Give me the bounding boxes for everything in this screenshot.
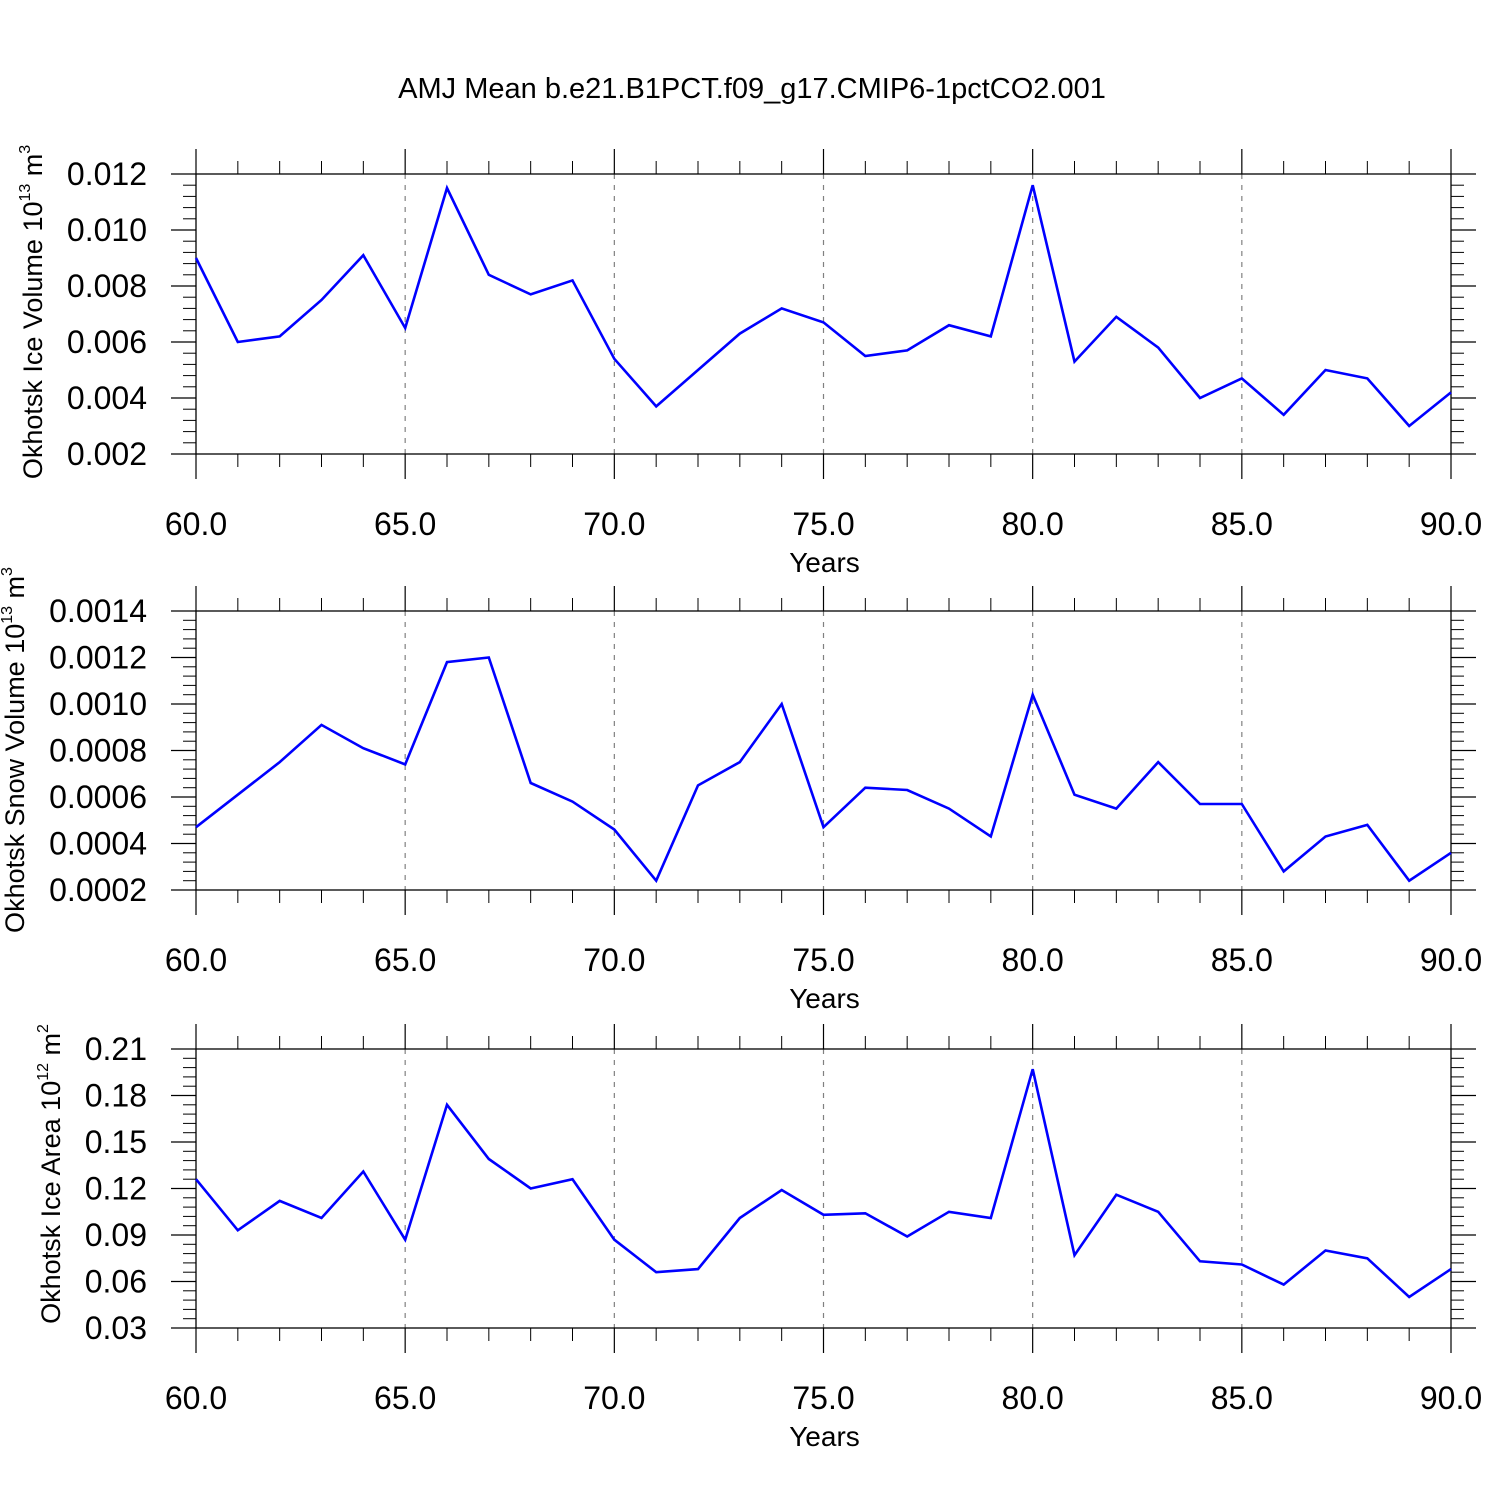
y-tick-label: 0.0012 bbox=[49, 640, 147, 676]
x-tick-label: 65.0 bbox=[374, 1380, 436, 1416]
y-tick-label: 0.0014 bbox=[49, 593, 147, 629]
x-tick-label: 60.0 bbox=[165, 942, 227, 978]
y-tick-label: 0.0004 bbox=[49, 826, 147, 862]
plot-frame bbox=[195, 173, 1452, 455]
y-tick-label: 0.010 bbox=[67, 212, 147, 248]
y-tick-label: 0.0010 bbox=[49, 686, 147, 722]
x-tick-label: 65.0 bbox=[374, 506, 436, 542]
y-tick-label: 0.21 bbox=[85, 1031, 147, 1067]
x-axis-label: Years bbox=[789, 547, 860, 578]
y-tick-label: 0.12 bbox=[85, 1171, 147, 1207]
y-tick-label: 0.002 bbox=[67, 436, 147, 472]
x-tick-label: 80.0 bbox=[1002, 506, 1064, 542]
x-axis-label: Years bbox=[789, 1421, 860, 1452]
x-tick-label: 85.0 bbox=[1211, 942, 1273, 978]
x-tick-label: 90.0 bbox=[1420, 1380, 1482, 1416]
x-tick-label: 90.0 bbox=[1420, 506, 1482, 542]
y-tick-label: 0.0006 bbox=[49, 779, 147, 815]
x-axis-label: Years bbox=[789, 983, 860, 1014]
chart-panel-2: 60.0 65.0 70.0 75.0 80.0 85.0 90.0 0.0002 0.0004… bbox=[0, 567, 1482, 1014]
x-tick-label: 75.0 bbox=[792, 942, 854, 978]
plot-frame bbox=[195, 1048, 1452, 1329]
series-line bbox=[195, 656, 1452, 884]
y-tick-label: 0.006 bbox=[67, 324, 147, 360]
x-tick-label: 80.0 bbox=[1002, 1380, 1064, 1416]
x-tick-label: 60.0 bbox=[165, 506, 227, 542]
y-tick-label: 0.18 bbox=[85, 1078, 147, 1114]
y-tick-label: 0.004 bbox=[67, 380, 147, 416]
y-tick-label: 0.0008 bbox=[49, 733, 147, 769]
figure-title: AMJ Mean b.e21.B1PCT.f09_g17.CMIP6-1pctC… bbox=[398, 73, 1106, 105]
plot-frame bbox=[195, 610, 1452, 891]
x-tick-label: 70.0 bbox=[583, 1380, 645, 1416]
x-tick-label: 60.0 bbox=[165, 1380, 227, 1416]
y-tick-label: 0.03 bbox=[85, 1310, 147, 1346]
x-tick-label: 75.0 bbox=[792, 1380, 854, 1416]
x-tick-label: 85.0 bbox=[1211, 1380, 1273, 1416]
y-axis-label: Okhotsk Ice Area 1012 m2 bbox=[35, 1024, 66, 1324]
x-tick-label: 85.0 bbox=[1211, 506, 1273, 542]
y-axis-label: Okhotsk Snow Volume 1013 m3 bbox=[0, 567, 30, 933]
x-tick-label: 65.0 bbox=[374, 942, 436, 978]
x-tick-label: 70.0 bbox=[583, 942, 645, 978]
y-tick-label: 0.0002 bbox=[49, 872, 147, 908]
x-tick-label: 70.0 bbox=[583, 506, 645, 542]
chart-panel-1: 60.0 65.0 70.0 75.0 80.0 85.0 90.0 0.002 0.004 0.… bbox=[17, 145, 1482, 578]
y-tick-label: 0.012 bbox=[67, 156, 147, 192]
chart-panel-3: 60.0 65.0 70.0 75.0 80.0 85.0 90.0 0.03 0.06 0.09… bbox=[35, 1024, 1482, 1452]
y-axis-label: Okhotsk Ice Volume 1013 m3 bbox=[17, 145, 48, 479]
y-tick-label: 0.15 bbox=[85, 1124, 147, 1160]
x-tick-label: 80.0 bbox=[1002, 942, 1064, 978]
x-tick-label: 90.0 bbox=[1420, 942, 1482, 978]
y-tick-label: 0.06 bbox=[85, 1264, 147, 1300]
series-line bbox=[194, 1068, 1452, 1299]
y-tick-label: 0.09 bbox=[85, 1217, 147, 1253]
y-tick-label: 0.008 bbox=[67, 268, 147, 304]
series-line bbox=[194, 184, 1452, 428]
x-tick-label: 75.0 bbox=[792, 506, 854, 542]
